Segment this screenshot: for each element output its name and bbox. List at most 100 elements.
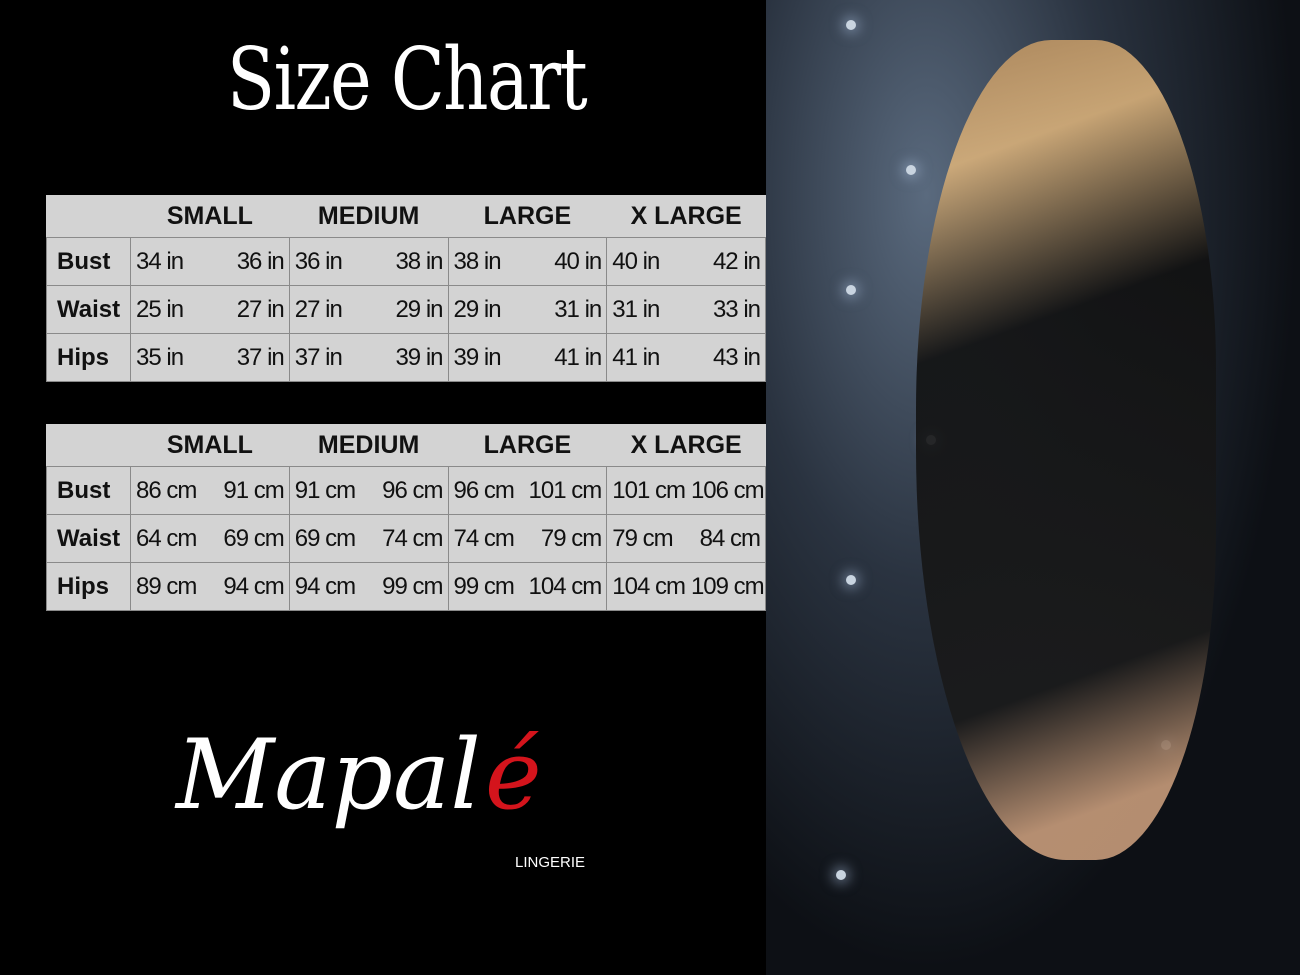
measurement-row: Waist 25 in 27 in 27 in 29 in 29 in 31 in 31 in… (46, 285, 766, 334)
max-value: 91 cm (223, 476, 284, 504)
size-cell: 94 cm 99 cm (288, 562, 449, 611)
size-cell: 34 in 36 in (130, 237, 290, 286)
min-value: 35 in (136, 343, 184, 371)
max-value: 84 cm (699, 524, 761, 552)
size-cell: 27 in 29 in (288, 285, 449, 334)
min-value: 69 cm (294, 524, 356, 552)
size-cell: 38 in 40 in (447, 237, 608, 286)
page-title: Size Chart (226, 30, 588, 130)
size-header: MEDIUM (289, 195, 448, 238)
max-value: 38 in (395, 247, 443, 275)
max-value: 79 cm (540, 524, 602, 552)
min-value: 89 cm (136, 572, 197, 600)
min-value: 64 cm (136, 524, 197, 552)
max-value: 29 in (395, 295, 443, 323)
min-value: 99 cm (453, 572, 515, 600)
size-cell: 101 cm 106 cm (606, 466, 766, 515)
min-value: 39 in (453, 343, 502, 371)
measurement-row: Bust 34 in 36 in 36 in 38 in 38 in 40 in 40 in 4… (46, 237, 766, 286)
min-value: 91 cm (294, 476, 356, 504)
logo-accent: é (484, 719, 542, 831)
max-value: 109 cm (690, 572, 765, 600)
measurement-row: Hips 35 in 37 in 37 in 39 in 39 in 41 in 41 in 4… (46, 333, 766, 382)
size-header-row: SMALL MEDIUM LARGE X LARGE (46, 195, 766, 238)
size-cell: 36 in 38 in (288, 237, 449, 286)
min-value: 27 in (294, 295, 343, 323)
min-value: 25 in (136, 295, 184, 323)
size-cell: 35 in 37 in (130, 333, 290, 382)
min-value: 94 cm (294, 572, 356, 600)
size-table-inches: SMALL MEDIUM LARGE X LARGE Bust 34 in 36 in 36 … (46, 195, 766, 382)
max-value: 27 in (236, 295, 285, 323)
brand-logo: Mapal é LINGERIE (176, 720, 616, 880)
max-value: 40 in (554, 247, 602, 275)
size-cell: 31 in 33 in (606, 285, 766, 334)
size-header: SMALL (130, 424, 290, 467)
size-table-cm: SMALL MEDIUM LARGE X LARGE Bust 86 cm 91 cm 91 … (46, 424, 766, 611)
max-value: 33 in (712, 295, 761, 323)
logo-name: Mapal (176, 719, 481, 831)
size-cell: 41 in 43 in (606, 333, 766, 382)
min-value: 104 cm (612, 572, 686, 600)
size-header: MEDIUM (289, 424, 448, 467)
min-value: 29 in (453, 295, 502, 323)
min-value: 86 cm (136, 476, 197, 504)
max-value: 69 cm (223, 524, 284, 552)
max-value: 36 in (236, 247, 285, 275)
min-value: 36 in (294, 247, 343, 275)
size-header: X LARGE (606, 424, 766, 467)
min-value: 31 in (612, 295, 660, 323)
size-cell: 99 cm 104 cm (447, 562, 608, 611)
measurement-row: Waist 64 cm 69 cm 69 cm 74 cm 74 cm 79 cm 79 cm… (46, 514, 766, 563)
max-value: 74 cm (382, 524, 443, 552)
min-value: 74 cm (453, 524, 515, 552)
min-value: 96 cm (453, 476, 515, 504)
min-value: 34 in (136, 247, 184, 275)
size-cell: 96 cm 101 cm (447, 466, 608, 515)
max-value: 41 in (554, 343, 602, 371)
empty-header-cell (46, 424, 131, 467)
measurement-row: Hips 89 cm 94 cm 94 cm 99 cm 99 cm 104 cm 104 c… (46, 562, 766, 611)
size-cell: 69 cm 74 cm (288, 514, 449, 563)
min-value: 79 cm (612, 524, 673, 552)
min-value: 41 in (612, 343, 660, 371)
empty-header-cell (46, 195, 131, 238)
measurement-label: Bust (46, 466, 131, 515)
measurement-label: Waist (46, 514, 131, 563)
model-figure (916, 40, 1216, 860)
min-value: 101 cm (612, 476, 686, 504)
measurement-label: Bust (46, 237, 131, 286)
size-cell: 40 in 42 in (606, 237, 766, 286)
max-value: 99 cm (382, 572, 443, 600)
max-value: 31 in (554, 295, 602, 323)
size-cell: 104 cm 109 cm (606, 562, 766, 611)
max-value: 39 in (395, 343, 443, 371)
size-header: X LARGE (606, 195, 766, 238)
size-header: LARGE (448, 195, 607, 238)
size-header: LARGE (448, 424, 607, 467)
size-cell: 89 cm 94 cm (130, 562, 290, 611)
measurement-label: Hips (46, 333, 131, 382)
size-cell: 79 cm 84 cm (606, 514, 766, 563)
size-cell: 25 in 27 in (130, 285, 290, 334)
max-value: 43 in (712, 343, 761, 371)
max-value: 37 in (236, 343, 285, 371)
size-cell: 64 cm 69 cm (130, 514, 290, 563)
size-header-row: SMALL MEDIUM LARGE X LARGE (46, 424, 766, 467)
min-value: 40 in (612, 247, 660, 275)
min-value: 37 in (294, 343, 343, 371)
max-value: 106 cm (690, 476, 765, 504)
model-photo (766, 0, 1300, 975)
measurement-label: Waist (46, 285, 131, 334)
logo-subtitle: LINGERIE (515, 854, 586, 871)
measurement-label: Hips (46, 562, 131, 611)
max-value: 101 cm (528, 476, 603, 504)
size-cell: 86 cm 91 cm (130, 466, 290, 515)
size-cell: 74 cm 79 cm (447, 514, 608, 563)
size-cell: 39 in 41 in (447, 333, 608, 382)
max-value: 42 in (712, 247, 761, 275)
max-value: 96 cm (382, 476, 443, 504)
measurement-row: Bust 86 cm 91 cm 91 cm 96 cm 96 cm 101 cm 101 c… (46, 466, 766, 515)
max-value: 94 cm (223, 572, 284, 600)
size-cell: 37 in 39 in (288, 333, 449, 382)
